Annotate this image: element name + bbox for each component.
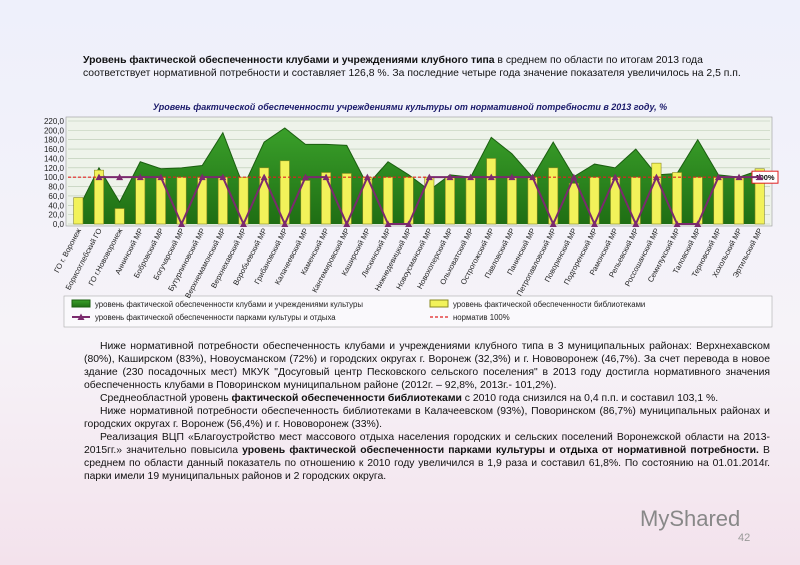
legend-label: уровень фактической обеспеченности парка… (95, 313, 336, 322)
park-marker (198, 173, 206, 181)
park-marker (219, 173, 227, 181)
text-run: Ниже нормативной потребности обеспеченно… (84, 341, 770, 391)
park-marker (652, 173, 660, 181)
text-run: В среднем по области данный показатель п… (84, 445, 770, 482)
park-marker (446, 173, 454, 181)
paragraph: Ниже нормативной потребности обеспеченно… (84, 340, 770, 392)
park-marker (467, 173, 475, 181)
text-run: уровень фактической обеспеченности парка… (242, 445, 759, 456)
chart-title: Уровень фактической обеспеченности учреж… (153, 102, 667, 112)
park-marker (136, 173, 144, 181)
legend-swatch (429, 299, 449, 308)
park-marker (405, 220, 413, 227)
park-marker (756, 173, 764, 181)
park-marker (673, 220, 681, 227)
park-marker (157, 173, 165, 181)
park-marker (714, 173, 722, 181)
library-bar (734, 176, 744, 225)
text-run: с 2010 года снизился на 0,4 п.п. и соста… (461, 393, 719, 404)
park-marker (240, 220, 247, 227)
y-tick-label: 220,0 (44, 117, 65, 126)
text-run: Ниже нормативной потребности обеспеченно… (84, 406, 770, 430)
park-marker (281, 220, 289, 227)
y-tick-label: 60,0 (48, 192, 64, 201)
library-bar (568, 183, 579, 225)
park-marker (591, 220, 598, 227)
text-run: Уровень фактической обеспеченности клуба… (83, 55, 495, 66)
park-marker (384, 220, 392, 227)
park-marker (487, 173, 495, 181)
legend-label: норматив 100% (453, 313, 510, 322)
text-run: в среднем по области по итогам 2013 года… (83, 55, 741, 79)
park-marker (632, 220, 640, 227)
park-marker (549, 220, 557, 227)
library-bar (321, 172, 332, 225)
library-bar (73, 197, 84, 225)
park-marker (95, 173, 103, 181)
watermark: MyShared (640, 506, 741, 531)
library-bar (506, 176, 517, 225)
library-bar (300, 180, 311, 225)
park-marker (343, 220, 351, 227)
page-number: 42 (738, 532, 751, 544)
park-marker (735, 173, 743, 181)
body-text: Ниже нормативной потребности обеспеченно… (84, 340, 770, 483)
text-run: Реализация ВЦП «Благоустройство мест мас… (84, 432, 770, 456)
legend (63, 295, 773, 328)
library-bar (754, 168, 765, 225)
club-area-outline (77, 127, 760, 210)
paragraph: Ниже нормативной потребности обеспеченно… (84, 405, 770, 431)
text-run: фактической обеспеченности библиотеками (231, 393, 462, 404)
y-tick-label: 40,0 (48, 201, 64, 210)
library-bar (445, 176, 455, 225)
park-marker (529, 173, 537, 181)
y-tick-label: 20,0 (48, 211, 64, 220)
park-marker (508, 173, 516, 181)
park-marker (611, 173, 619, 181)
park-marker (363, 173, 371, 181)
library-bar (94, 169, 104, 225)
text-run: Среднеобластной уровень (100, 393, 232, 404)
y-tick-label: 160,0 (44, 145, 65, 154)
library-bar (486, 158, 497, 225)
club-area (78, 128, 760, 224)
park-marker (116, 173, 124, 181)
legend-label: уровень фактической обеспеченности клуба… (95, 300, 363, 309)
park-marker (694, 220, 702, 227)
library-bar (651, 162, 662, 225)
library-bar (114, 208, 125, 225)
legend-marker (77, 313, 85, 320)
y-tick-label: 120,0 (44, 164, 65, 173)
norm-label: 100% (755, 173, 775, 182)
park-marker (178, 220, 186, 227)
y-tick-label: 80,0 (48, 183, 64, 192)
y-tick-label: 180,0 (44, 136, 65, 145)
legend-label: уровень фактической обеспеченности библи… (453, 300, 645, 309)
legend-swatch (71, 299, 91, 308)
y-tick-label: 100,0 (44, 173, 65, 182)
y-tick-label: 140,0 (44, 154, 65, 163)
y-tick-label: 0,0 (53, 220, 65, 229)
park-marker (301, 173, 309, 181)
park-marker (260, 173, 268, 181)
paragraph: Среднеобластной уровень фактической обес… (84, 392, 770, 405)
park-marker (322, 173, 330, 181)
library-bar (465, 176, 476, 225)
library-bar (259, 167, 270, 225)
paragraph: Реализация ВЦП «Благоустройство мест мас… (84, 431, 770, 483)
park-marker (425, 173, 433, 181)
y-tick-label: 200,0 (44, 126, 65, 135)
park-marker (570, 173, 578, 181)
intro-text: Уровень фактической обеспеченности клуба… (83, 54, 759, 80)
chart: Уровень фактической обеспеченности учреж… (44, 102, 779, 328)
library-bar (135, 176, 146, 225)
